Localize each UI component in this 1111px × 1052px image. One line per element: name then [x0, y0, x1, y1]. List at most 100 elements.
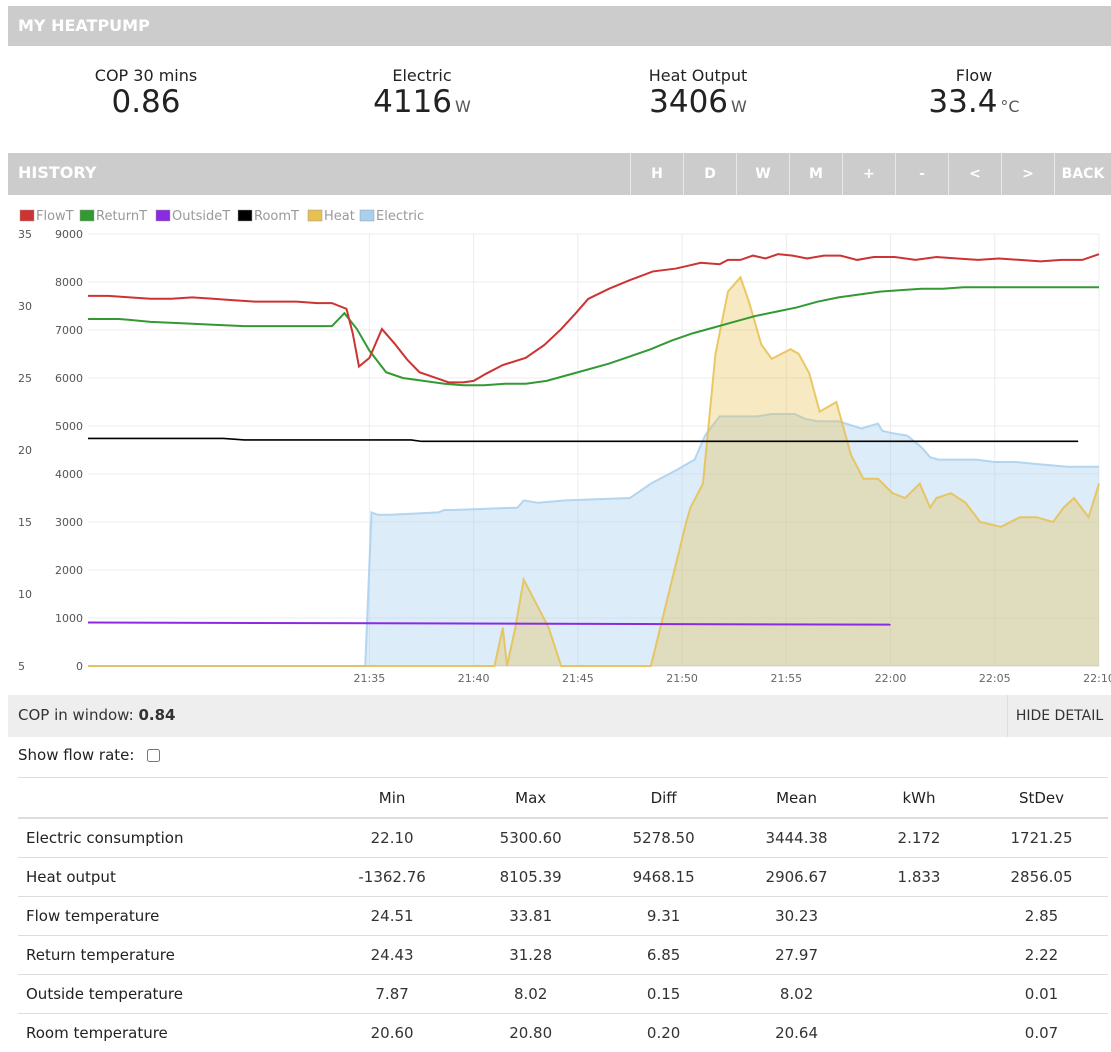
temp-tick-label: 25 — [18, 372, 32, 385]
power-tick-label: 9000 — [55, 228, 83, 241]
table-cell — [863, 1014, 975, 1052]
week-button[interactable]: W — [736, 153, 789, 195]
row-label: Return temperature — [18, 936, 320, 975]
table-cell: 33.81 — [464, 897, 597, 936]
legend-swatch — [238, 210, 252, 221]
stat-cop: COP 30 mins 0.86 — [8, 66, 284, 119]
flow-rate-checkbox[interactable] — [147, 749, 160, 762]
table-cell: 1721.25 — [975, 818, 1108, 858]
table-cell: 8105.39 — [464, 858, 597, 897]
power-tick-label: 8000 — [55, 276, 83, 289]
column-header: Diff — [597, 778, 730, 819]
power-tick-label: 4000 — [55, 468, 83, 481]
table-header-row: Min Max Diff Mean kWh StDev — [18, 778, 1108, 819]
x-tick-label: 21:45 — [562, 672, 594, 685]
cop-window-value: 0.84 — [138, 706, 175, 724]
x-tick-label: 22:05 — [979, 672, 1011, 685]
stat-value: 0.86 — [111, 84, 180, 120]
table-cell — [863, 975, 975, 1014]
stat-label: Heat Output — [560, 66, 836, 85]
column-header: kWh — [863, 778, 975, 819]
table-cell: 20.80 — [464, 1014, 597, 1052]
table-cell: 6.85 — [597, 936, 730, 975]
series-line-flowt — [88, 254, 1099, 382]
row-label: Flow temperature — [18, 897, 320, 936]
hour-button[interactable]: H — [630, 153, 683, 195]
pan-left-button[interactable]: < — [948, 153, 1001, 195]
x-tick-label: 21:50 — [666, 672, 698, 685]
table-cell: 7.87 — [320, 975, 464, 1014]
table-cell: 2.22 — [975, 936, 1108, 975]
day-button[interactable]: D — [683, 153, 736, 195]
power-tick-label: 7000 — [55, 324, 83, 337]
cop-window-label: COP in window: — [18, 706, 134, 724]
column-header: Mean — [730, 778, 863, 819]
table-cell: 0.01 — [975, 975, 1108, 1014]
power-tick-label: 0 — [76, 660, 83, 673]
table-cell: 8.02 — [730, 975, 863, 1014]
stat-unit: W — [731, 97, 747, 116]
temp-tick-label: 35 — [18, 228, 32, 241]
x-tick-label: 21:35 — [354, 672, 386, 685]
stat-value: 3406 — [649, 84, 728, 120]
series-line-roomt — [88, 438, 1078, 441]
table-cell: 9.31 — [597, 897, 730, 936]
table-cell: 2.85 — [975, 897, 1108, 936]
temp-tick-label: 20 — [18, 444, 32, 457]
power-tick-label: 5000 — [55, 420, 83, 433]
hide-detail-button[interactable]: HIDE DETAIL — [1007, 695, 1111, 737]
legend-entry: RoomT — [254, 209, 299, 224]
column-header: StDev — [975, 778, 1108, 819]
table-cell: 1.833 — [863, 858, 975, 897]
cop-window: COP in window: 0.84 — [18, 695, 175, 735]
table-cell: 22.10 — [320, 818, 464, 858]
table-cell: 0.15 — [597, 975, 730, 1014]
stats-table: Min Max Diff Mean kWh StDev Electric con… — [18, 777, 1108, 1052]
table-cell: -1362.76 — [320, 858, 464, 897]
month-button[interactable]: M — [789, 153, 842, 195]
row-label: Heat output — [18, 858, 320, 897]
table-cell — [863, 936, 975, 975]
zoom-out-button[interactable]: - — [895, 153, 948, 195]
pan-right-button[interactable]: > — [1001, 153, 1054, 195]
history-title: HISTORY — [18, 153, 96, 193]
legend-entry: ReturnT — [96, 209, 147, 224]
table-cell: 5300.60 — [464, 818, 597, 858]
legend-swatch — [156, 210, 170, 221]
zoom-in-button[interactable]: + — [842, 153, 895, 195]
flow-rate-label: Show flow rate: — [18, 746, 134, 764]
legend-swatch — [80, 210, 94, 221]
stat-label: Electric — [284, 66, 560, 85]
cop-window-bar: COP in window: 0.84 HIDE DETAIL — [8, 695, 1111, 737]
back-button[interactable]: BACK — [1054, 153, 1111, 195]
legend-entry: Electric — [376, 209, 424, 224]
page-header: MY HEATPUMP — [8, 6, 1111, 46]
legend-swatch — [360, 210, 374, 221]
row-label: Room temperature — [18, 1014, 320, 1052]
legend-entry: FlowT — [36, 209, 74, 224]
table-cell: 0.20 — [597, 1014, 730, 1052]
legend-entry: Heat — [324, 209, 355, 224]
power-tick-label: 6000 — [55, 372, 83, 385]
table-cell: 30.23 — [730, 897, 863, 936]
x-tick-label: 22:00 — [875, 672, 907, 685]
stat-unit: W — [455, 97, 471, 116]
x-tick-label: 21:55 — [770, 672, 802, 685]
power-tick-label: 1000 — [55, 612, 83, 625]
history-bar: HISTORY H D W M + - < > BACK — [8, 153, 1111, 195]
temp-tick-label: 30 — [18, 300, 32, 313]
row-label: Outside temperature — [18, 975, 320, 1014]
stat-value: 33.4 — [928, 84, 997, 120]
page-title: MY HEATPUMP — [18, 16, 150, 35]
table-cell: 20.64 — [730, 1014, 863, 1052]
table-cell — [863, 897, 975, 936]
temp-tick-label: 10 — [18, 588, 32, 601]
